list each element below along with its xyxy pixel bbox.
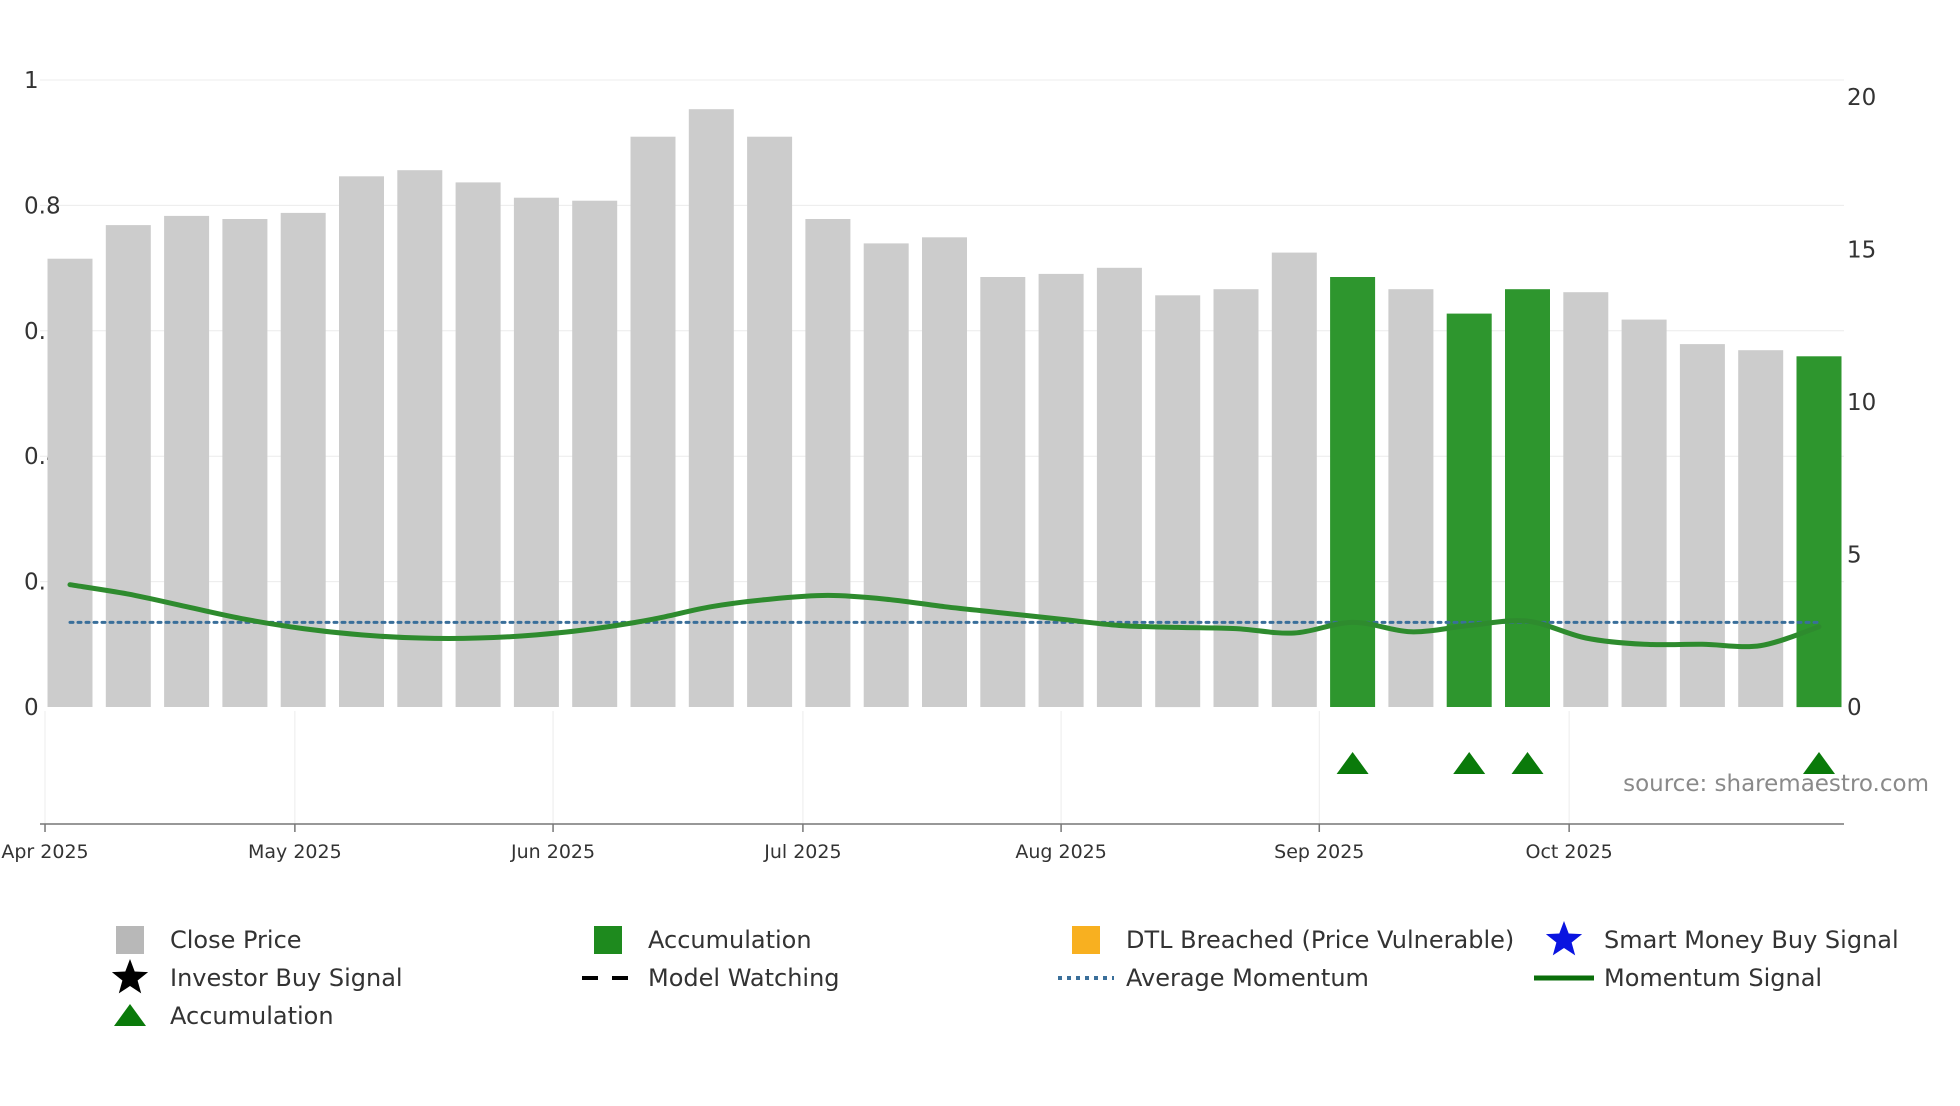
source-annotation: source: sharemaestro.com	[1623, 771, 1929, 797]
left-axis-tick-label: 0	[24, 695, 39, 721]
close-price-bar	[455, 182, 501, 707]
close-price-bar	[1388, 289, 1434, 707]
right-axis-tick-label: 5	[1847, 543, 1862, 569]
x-axis-tick-label: Oct 2025	[1526, 841, 1613, 863]
close-price-bar	[1679, 344, 1725, 707]
close-price-bar	[513, 197, 559, 707]
accumulation-bar	[1330, 277, 1376, 707]
close-price-bar	[922, 237, 967, 708]
accumulation-marker-triangle	[1511, 752, 1544, 774]
accumulation-bar	[1446, 313, 1492, 707]
legend-symbol-square	[1072, 926, 1100, 954]
x-axis-tick-label: Sep 2025	[1274, 841, 1364, 863]
close-price-bar	[397, 170, 443, 707]
right-axis-tick-label: 10	[1847, 390, 1876, 416]
close-price-bar	[47, 258, 93, 707]
close-price-bar	[863, 243, 909, 707]
x-axis-tick-label: May 2025	[248, 841, 342, 863]
legend-symbol-triangle	[114, 1004, 146, 1026]
legend-label: Accumulation	[170, 1002, 334, 1030]
right-axis-tick-label: 20	[1847, 85, 1876, 111]
close-price-bar	[1271, 252, 1317, 707]
close-price-bar	[1563, 292, 1609, 707]
legend-symbol-star	[111, 959, 149, 994]
x-axis-tick-label: Apr 2025	[1, 841, 88, 863]
close-price-bar	[688, 109, 734, 707]
x-axis-tick-label: Jun 2025	[510, 841, 595, 863]
close-price-bar	[339, 176, 384, 708]
accumulation-bar	[1796, 356, 1842, 708]
momentum-signal-line	[67, 582, 1822, 650]
close-price-bar	[805, 219, 851, 707]
close-price-bar	[1621, 319, 1667, 707]
accumulation-marker-triangle	[1803, 752, 1835, 774]
close-price-bar	[105, 225, 151, 707]
close-price-bar	[1155, 295, 1201, 708]
close-price-bar	[1213, 289, 1259, 707]
close-price-bar	[747, 136, 793, 707]
x-axis-tick-label: Jul 2025	[763, 841, 841, 863]
legend-label: Momentum Signal	[1604, 964, 1822, 992]
accumulation-bar	[1505, 289, 1550, 707]
close-price-bar	[222, 219, 268, 707]
legend-symbol-square	[594, 926, 622, 954]
legend-symbol-star	[1545, 921, 1583, 956]
close-price-bar	[1738, 350, 1784, 707]
legend-label: DTL Breached (Price Vulnerable)	[1126, 926, 1514, 954]
close-price-bar	[164, 215, 210, 707]
close-price-bar	[1038, 273, 1084, 707]
close-price-bar	[1096, 267, 1142, 707]
legend-symbol-square	[116, 926, 144, 954]
accumulation-marker-triangle	[1336, 752, 1369, 774]
legend-label: Average Momentum	[1126, 964, 1369, 992]
legend-label: Accumulation	[648, 926, 812, 954]
x-axis-tick-label: Aug 2025	[1015, 841, 1107, 863]
legend-label: Model Watching	[648, 964, 840, 992]
left-axis-tick-label: 0.8	[24, 193, 61, 219]
close-price-bar	[980, 277, 1026, 707]
left-axis-tick-label: 1	[24, 68, 39, 94]
right-axis-tick-label: 15	[1847, 238, 1876, 264]
legend-label: Smart Money Buy Signal	[1604, 926, 1899, 954]
legend-label: Close Price	[170, 926, 302, 954]
accumulation-marker-triangle	[1453, 752, 1486, 774]
right-axis-tick-label: 0	[1847, 695, 1862, 721]
legend-label: Investor Buy Signal	[170, 964, 403, 992]
close-price-bar	[630, 136, 676, 707]
